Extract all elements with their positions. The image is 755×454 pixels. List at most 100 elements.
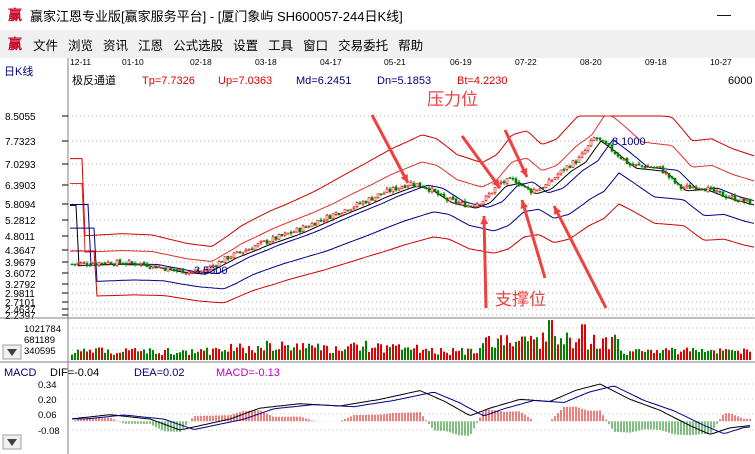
candle-body xyxy=(367,197,371,204)
macd-lines xyxy=(71,383,751,435)
candle-body xyxy=(163,267,167,271)
volume-bars xyxy=(71,320,751,360)
volume-bar xyxy=(272,350,274,360)
volume-bar xyxy=(170,354,172,360)
menu-trade[interactable]: 交易委托 xyxy=(338,38,389,53)
candle-body xyxy=(316,220,320,227)
menu-file[interactable]: 文件 xyxy=(33,38,59,53)
volume-bar xyxy=(680,351,682,360)
candle-body xyxy=(295,227,299,233)
volume-bar xyxy=(245,353,247,360)
candle-body xyxy=(634,164,638,166)
volume-bar xyxy=(203,350,205,360)
volume-bar xyxy=(338,350,340,360)
candle-body xyxy=(649,166,653,168)
dea-line xyxy=(72,385,751,434)
volume-bar xyxy=(356,344,358,360)
volume-bar xyxy=(89,349,91,360)
candle-body xyxy=(226,255,230,260)
candle-body xyxy=(202,269,206,272)
volume-bar xyxy=(707,350,709,360)
volume-bar xyxy=(227,351,229,360)
volume-bar xyxy=(500,335,502,360)
volume-bar xyxy=(650,349,652,360)
volume-bar xyxy=(740,353,742,360)
candle-body xyxy=(631,163,635,166)
menu-info[interactable]: 资讯 xyxy=(103,38,129,53)
price-tick-label: 3.2792 xyxy=(5,280,36,291)
price-grid xyxy=(68,115,755,316)
candle-body xyxy=(238,251,242,254)
macd-tick-label: 0.34 xyxy=(38,380,57,391)
candle-body xyxy=(262,240,266,242)
price-tick-label: 6.3903 xyxy=(5,181,36,192)
candle-body xyxy=(454,198,458,204)
volume-bar xyxy=(101,347,103,360)
volume-bar xyxy=(239,343,241,360)
candle-body xyxy=(676,182,680,185)
menu-window[interactable]: 窗口 xyxy=(303,38,329,53)
menu-gann[interactable]: 江恩 xyxy=(138,38,164,53)
candle-body xyxy=(355,202,359,207)
volume-bar xyxy=(200,349,202,360)
volume-bar xyxy=(656,350,658,360)
candle-body xyxy=(595,137,599,140)
menu-tools[interactable]: 工具 xyxy=(268,38,294,53)
candle-body xyxy=(271,236,275,242)
menu-logo-icon[interactable]: 赢 xyxy=(8,36,22,52)
volume-bar xyxy=(395,345,397,360)
volume-bar xyxy=(401,349,403,360)
candle-body xyxy=(517,181,521,186)
candle-body xyxy=(724,195,728,199)
candle-body xyxy=(256,243,260,247)
candle-body xyxy=(451,196,455,200)
candle-body xyxy=(526,186,530,189)
volume-bar xyxy=(443,351,445,360)
candle-body xyxy=(691,186,695,189)
kline-chart[interactable]: 12-11 01-10 02-18 03-18 04-17 05-21 06-19 07-22… xyxy=(0,58,755,454)
candle-body xyxy=(523,185,527,188)
candle-body xyxy=(607,142,611,146)
candle-body xyxy=(124,263,128,265)
volume-bar xyxy=(182,350,184,360)
volume-bar xyxy=(71,354,73,360)
volume-bar xyxy=(176,353,178,360)
candle-body xyxy=(679,184,683,189)
candle-body xyxy=(400,186,404,190)
candle-body xyxy=(358,202,362,205)
candle-body xyxy=(370,197,374,201)
title-bar: 赢 赢家江恩专业版[赢家服务平台] - [厦门象屿 SH600057-244日K… xyxy=(0,0,755,30)
candle-body xyxy=(553,177,557,180)
menu-help[interactable]: 帮助 xyxy=(398,38,424,53)
volume-bar xyxy=(143,349,145,360)
volume-bar xyxy=(278,349,280,360)
volume-bar xyxy=(527,341,529,360)
indicator-bt: Bt=4.2230 xyxy=(457,75,507,87)
menu-settings[interactable]: 设置 xyxy=(233,38,259,53)
candle-body xyxy=(175,269,179,271)
low-label: 3.5300 xyxy=(194,265,228,277)
arrow-head-icon xyxy=(554,206,562,215)
volume-bar xyxy=(98,347,100,360)
volume-bar xyxy=(404,347,406,360)
candle-body xyxy=(244,250,248,253)
menu-formula-screen[interactable]: 公式选股 xyxy=(173,38,224,53)
volume-bar xyxy=(713,350,715,360)
candle-body xyxy=(730,195,734,198)
volume-bar xyxy=(353,342,355,360)
volume-bar xyxy=(122,351,124,360)
volume-bar xyxy=(692,348,694,360)
candle-body xyxy=(661,166,665,174)
menu-browse[interactable]: 浏览 xyxy=(68,38,94,53)
chart-window[interactable]: 12-11 01-10 02-18 03-18 04-17 05-21 06-19 07-22… xyxy=(0,58,755,454)
candle-body xyxy=(106,261,110,265)
minimize-icon[interactable]: — xyxy=(717,6,731,22)
volume-bar xyxy=(563,344,565,360)
candle-body xyxy=(103,262,107,265)
candle-body xyxy=(709,187,713,189)
channel-upper xyxy=(70,115,755,262)
volume-bar xyxy=(86,351,88,360)
macd-name: MACD xyxy=(4,367,36,379)
candle-body xyxy=(76,263,80,265)
candle-body xyxy=(94,262,98,266)
